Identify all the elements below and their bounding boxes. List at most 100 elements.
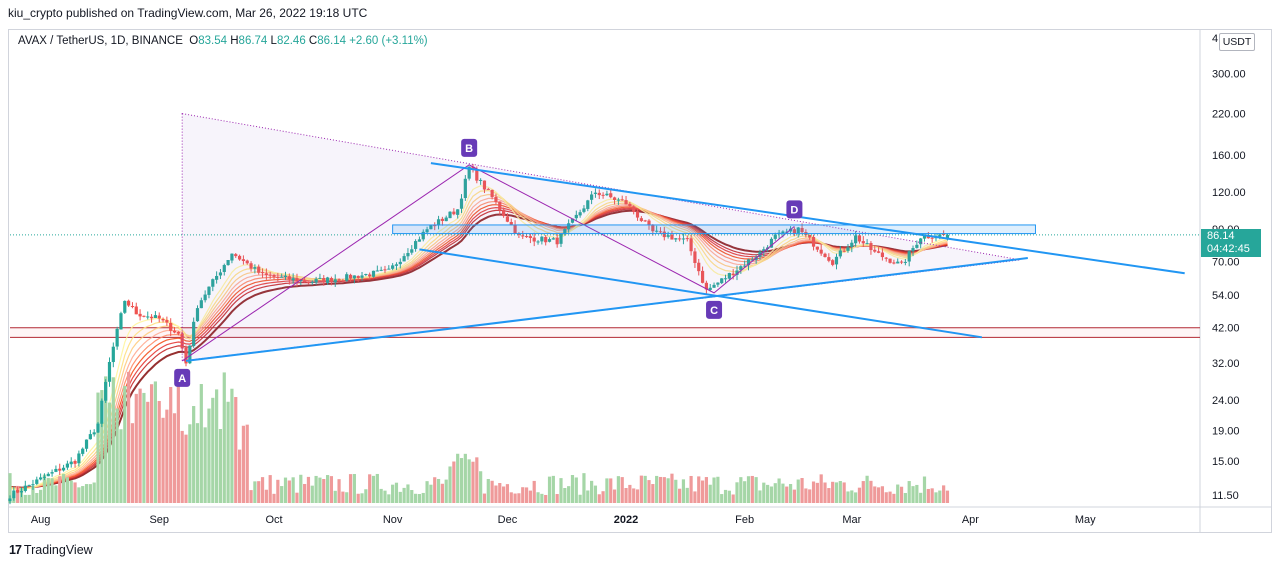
point-label-d: D <box>790 204 798 216</box>
candle-body <box>513 224 517 234</box>
volume-bar <box>165 409 169 503</box>
candle-body <box>827 257 831 261</box>
candle-body <box>50 472 54 474</box>
candle-body <box>303 280 307 283</box>
volume-bar <box>413 493 418 503</box>
point-label-c: C <box>710 305 718 317</box>
volume-bar <box>681 479 686 503</box>
candle-body <box>590 194 594 200</box>
published-line: kiu_crypto published on TradingView.com,… <box>8 6 368 20</box>
volume-bar <box>383 490 387 503</box>
candle-body <box>823 253 827 258</box>
volume-bar <box>938 490 942 503</box>
volume-bar <box>199 384 203 503</box>
high-label: H <box>230 35 239 47</box>
volume-bar <box>104 376 108 503</box>
volume-bar <box>54 485 58 503</box>
candle-body <box>746 259 751 266</box>
volume-bar <box>73 482 77 503</box>
candle-body <box>264 273 268 275</box>
open-value: 83.54 <box>198 35 228 47</box>
volume-bar <box>241 425 246 503</box>
candle-body <box>54 468 58 472</box>
candle-body <box>130 306 135 308</box>
volume-bar <box>888 491 892 503</box>
volume-bar <box>880 486 885 503</box>
volume-bar <box>188 424 192 503</box>
volume-bar <box>800 478 804 503</box>
candle-body <box>704 282 708 290</box>
candle-body <box>517 233 521 235</box>
candle-body <box>861 241 865 244</box>
volume-bar <box>544 494 548 503</box>
candle-body <box>413 241 418 249</box>
candle-body <box>582 208 586 212</box>
volume-bar <box>934 492 938 503</box>
volume-bar <box>237 449 242 503</box>
candle-body <box>169 322 173 331</box>
volume-bar <box>184 434 188 503</box>
candle-body <box>490 189 494 198</box>
volume-bar <box>896 484 900 503</box>
volume-bar <box>643 475 647 503</box>
candle-body <box>930 237 934 239</box>
candle-body <box>922 235 927 239</box>
volume-bar <box>831 481 835 503</box>
symbol-legend: AVAX / TetherUS, 1D, BINANCE O83.54 H86.… <box>18 35 428 47</box>
tradingview-brand[interactable]: 17 TradingView <box>9 543 93 557</box>
volume-bar <box>299 474 303 503</box>
candle-body <box>249 263 253 269</box>
volume-bar <box>586 490 590 503</box>
currency-badge[interactable]: USDT <box>1219 33 1255 51</box>
candle-body <box>69 461 73 465</box>
volume-bar <box>253 481 257 503</box>
candle-body <box>873 249 877 252</box>
candle-body <box>498 201 502 211</box>
volume-bar <box>379 488 383 503</box>
candle-body <box>268 274 272 276</box>
volume-bar <box>356 493 360 503</box>
candle-body <box>368 274 372 277</box>
candle-body <box>896 261 900 264</box>
candle-body <box>379 269 383 271</box>
candle-body <box>39 477 43 480</box>
volume-bar <box>264 489 268 503</box>
candle-body <box>375 270 379 272</box>
volume-bar <box>364 489 368 503</box>
candle-body <box>352 275 356 279</box>
candle-body <box>195 308 200 322</box>
price-tick-label-top: 4 <box>1212 33 1218 45</box>
volume-bar <box>138 388 142 503</box>
volume-bar <box>559 478 563 503</box>
volume-bar <box>865 475 869 503</box>
volume-bar <box>39 489 43 503</box>
candle-body <box>245 260 249 264</box>
volume-bar <box>303 483 307 503</box>
candle-body <box>364 274 368 276</box>
volume-bar <box>746 476 751 503</box>
candle-body <box>12 490 16 499</box>
candle-body <box>211 279 215 287</box>
price-tick-label: 160.00 <box>1212 150 1246 162</box>
volume-bar <box>762 482 766 503</box>
volume-bar <box>84 484 89 503</box>
candle-body <box>528 236 532 238</box>
candle-body <box>222 265 226 272</box>
volume-bar <box>731 494 735 503</box>
candle-body <box>73 461 77 464</box>
candle-body <box>463 178 467 199</box>
time-tick-label: Apr <box>962 514 979 526</box>
volume-bar <box>815 482 819 503</box>
volume-bar <box>211 397 215 503</box>
volume-bar <box>926 488 930 503</box>
candle-body <box>322 278 326 283</box>
volume-bar <box>651 484 655 503</box>
volume-bar <box>287 480 291 503</box>
candle-body <box>276 276 280 278</box>
candle-body <box>161 318 165 321</box>
volume-bar <box>907 481 911 503</box>
volume-bar <box>494 485 498 503</box>
candle-body <box>685 238 689 240</box>
price-tick-label: 42.00 <box>1212 323 1240 335</box>
